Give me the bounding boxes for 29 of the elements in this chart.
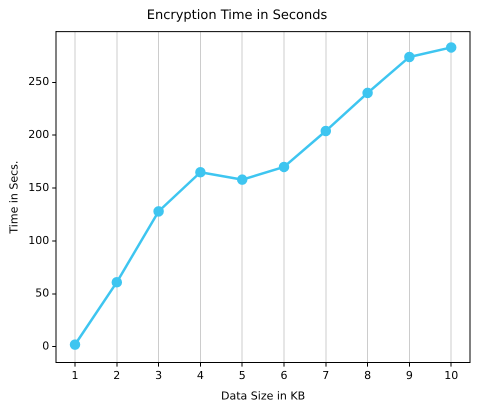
- x-axis-title: Data Size in KB: [221, 389, 306, 402]
- x-tick-label: 9: [406, 369, 413, 382]
- y-axis-title: Time in Secs.: [7, 160, 20, 235]
- point: [195, 167, 206, 178]
- y-tick-label: 150: [28, 180, 50, 194]
- y-tick-label: 200: [28, 128, 50, 142]
- x-tick-label: 3: [155, 369, 162, 382]
- y-tick-label: 0: [42, 340, 50, 353]
- point: [362, 88, 373, 98]
- y-tick-label: 100: [28, 234, 50, 247]
- point: [112, 276, 122, 288]
- y-tick-label: 50: [35, 286, 50, 300]
- point: [236, 174, 248, 185]
- x-tick-label: 5: [238, 369, 246, 382]
- y-tick-label: 250: [28, 75, 50, 88]
- x-tick-label: 1: [72, 369, 79, 382]
- chart-title: Encryption Time in Seconds: [146, 8, 328, 24]
- point: [404, 52, 415, 62]
- x-tick-label: 8: [364, 369, 372, 382]
- x-tick-label: 4: [196, 369, 204, 382]
- x-tick-label: 7: [322, 369, 330, 382]
- point: [278, 162, 290, 172]
- point: [446, 42, 456, 53]
- point: [153, 206, 164, 217]
- x-tick-label: 2: [113, 369, 120, 382]
- x-tick-label: 6: [280, 369, 288, 382]
- x-tick-label: 10: [444, 369, 458, 382]
- point: [320, 126, 332, 136]
- point: [70, 339, 80, 350]
